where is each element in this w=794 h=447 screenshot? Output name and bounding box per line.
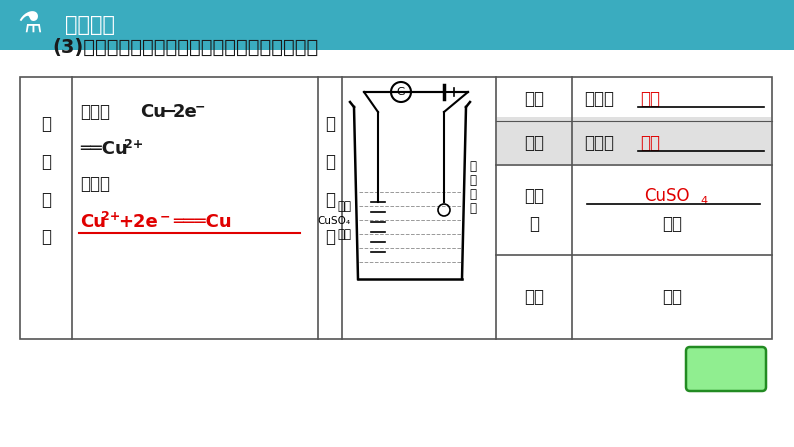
Text: 电: 电 [41,115,51,133]
Text: CuSO: CuSO [644,187,690,205]
Text: 钉: 钉 [469,202,476,215]
Text: G: G [397,87,405,97]
Text: 阴极：: 阴极： [80,175,110,193]
Bar [20,77,772,339]
Text: ═══Cu: ═══Cu [173,213,232,231]
Text: 阳极：: 阳极： [80,103,110,121]
Text: 镀: 镀 [41,153,51,171]
Text: 理: 理 [41,228,51,246]
Text: 基础认识: 基础认识 [65,15,115,35]
Text: 溶液: 溶液 [662,215,682,233]
Text: 铁: 铁 [469,189,476,202]
Text: 案: 案 [325,228,335,246]
Text: 铜片: 铜片 [337,201,351,214]
Text: 电极: 电极 [524,90,544,108]
Text: 待: 待 [469,160,476,173]
Text: −: − [195,101,206,114]
Text: 方: 方 [325,190,335,209]
Text: 阴极：: 阴极： [584,134,614,152]
Text: ══Cu: ══Cu [80,140,128,158]
Text: 答案: 答案 [716,360,736,378]
Text: 镀: 镀 [469,174,476,187]
Text: (3)根据电解原理，设计在铁钉上镀铜的实验方案: (3)根据电解原理，设计在铁钉上镀铜的实验方案 [52,38,318,56]
Text: 镀: 镀 [325,153,335,171]
Text: 2e: 2e [173,103,198,121]
Text: −: − [161,103,176,121]
FancyBboxPatch shape [686,347,766,391]
Text: 铜片: 铜片 [640,90,660,108]
Text: Cu: Cu [80,213,106,231]
Bar [497,117,771,164]
Text: 铁钉: 铁钉 [662,288,682,306]
Text: +2e: +2e [118,213,158,231]
Text: 溶液: 溶液 [337,228,351,240]
Bar [0,0,794,50]
Text: 电镀: 电镀 [524,187,544,205]
Text: 原: 原 [41,190,51,209]
Text: CuSO₄: CuSO₄ [318,216,351,226]
Text: 镀件: 镀件 [524,288,544,306]
Text: 4: 4 [700,196,707,206]
Text: 电: 电 [325,115,335,133]
Text: 2+: 2+ [124,138,144,151]
Text: 液: 液 [529,215,539,233]
Text: ⚗: ⚗ [17,11,42,39]
Text: 材料: 材料 [524,134,544,152]
Text: 阳极：: 阳极： [584,90,614,108]
Text: Cu: Cu [140,103,166,121]
Text: 2+: 2+ [101,211,121,224]
Text: −: − [160,211,171,224]
Text: 铁钉: 铁钉 [640,134,660,152]
